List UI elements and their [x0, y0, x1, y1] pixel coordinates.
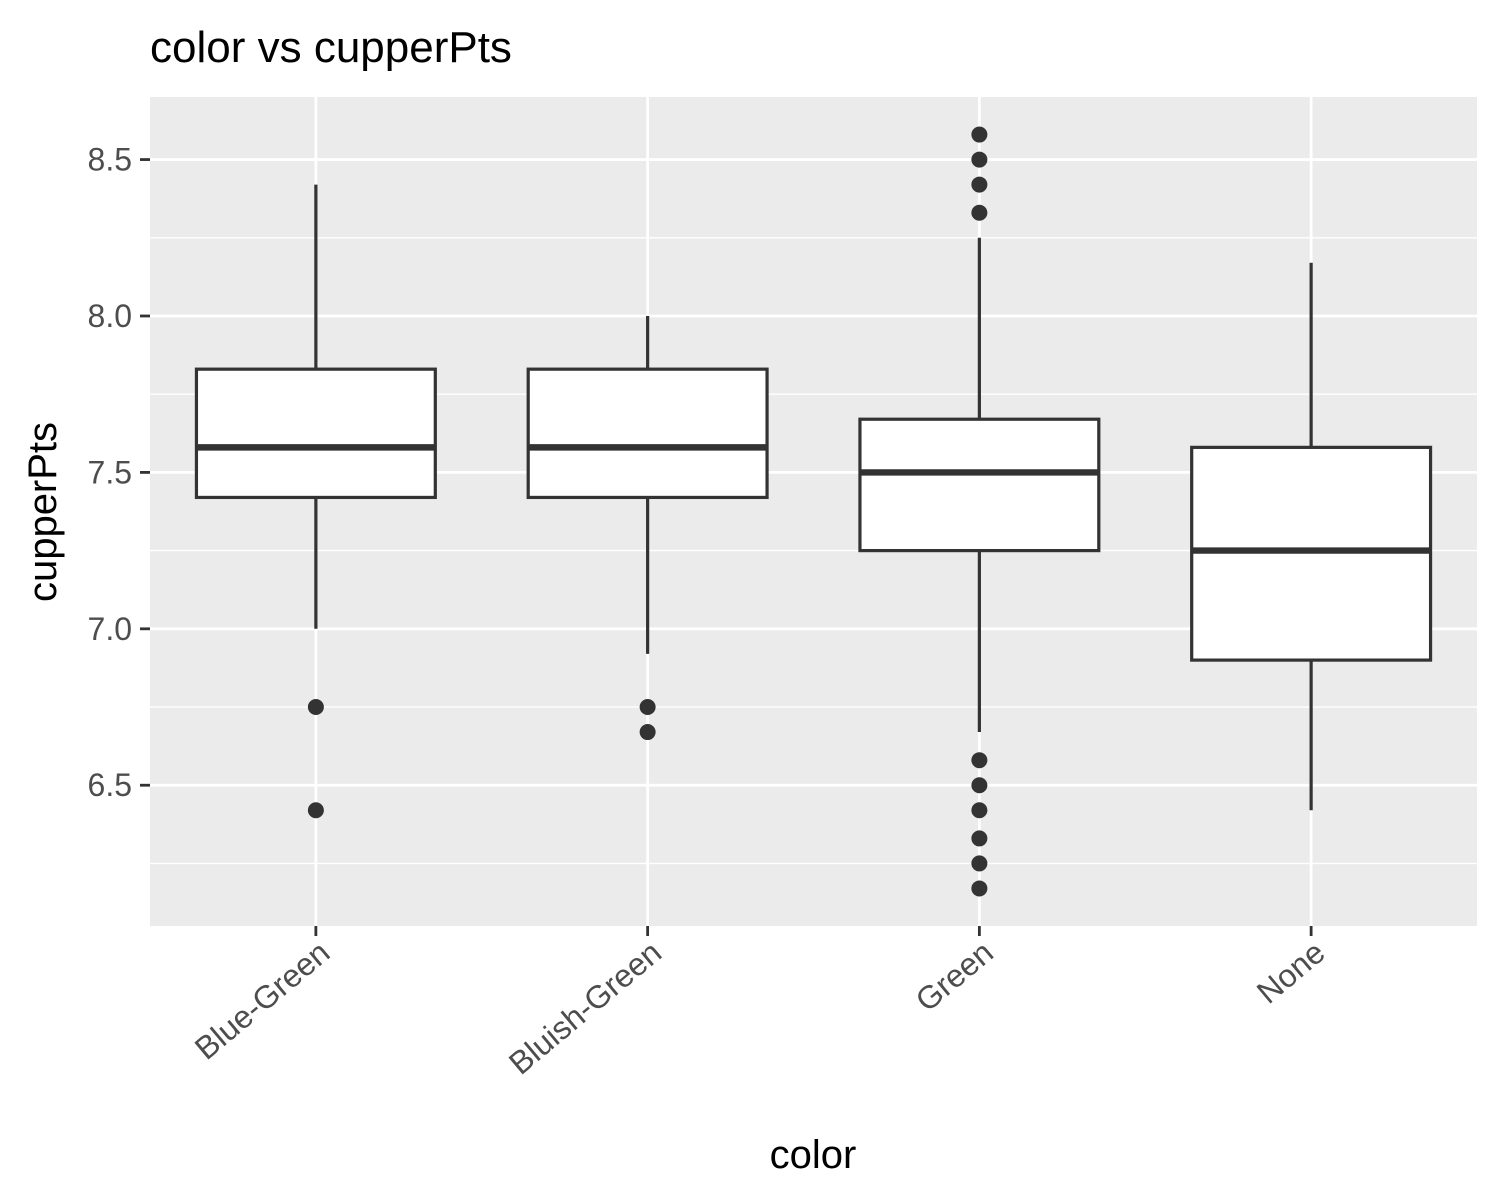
outlier-point — [971, 802, 988, 819]
outlier-point — [971, 752, 988, 769]
x-tick-label: Blue-Green — [188, 934, 336, 1067]
outlier-point — [971, 204, 988, 221]
iqr-box — [526, 367, 769, 500]
y-axis: 6.5 7.0 7.5 8.0 8.5 — [88, 142, 150, 803]
outlier-point — [971, 151, 988, 168]
y-axis-title: cupperPts — [21, 422, 65, 602]
x-tick-label: Bluish-Green — [502, 934, 668, 1082]
outlier-point — [971, 830, 988, 847]
outlier-point — [971, 176, 988, 193]
x-tick-label: None — [1250, 934, 1332, 1011]
outlier-point — [307, 699, 324, 716]
outlier-point — [971, 880, 988, 897]
y-tick-label: 7.5 — [88, 454, 132, 490]
outlier-point — [971, 855, 988, 872]
y-tick-label: 8.0 — [88, 298, 132, 334]
y-tick-label: 8.5 — [88, 142, 132, 178]
x-tick-label: Green — [909, 934, 1000, 1019]
box-green — [858, 126, 1101, 897]
box-none — [1190, 262, 1433, 811]
outlier-point — [971, 126, 988, 143]
chart-title: color vs cupperPts — [150, 23, 512, 72]
iqr-box — [858, 417, 1101, 553]
box-layer — [194, 126, 1433, 897]
x-axis-title: color — [770, 1133, 857, 1177]
box-blue-green — [194, 184, 437, 819]
x-axis: Blue-Green Bluish-Green Green None — [188, 926, 1332, 1081]
y-tick-label: 7.0 — [88, 611, 132, 647]
y-tick-label: 6.5 — [88, 767, 132, 803]
outlier-point — [639, 724, 656, 741]
iqr-box — [194, 367, 437, 500]
outlier-point — [639, 699, 656, 716]
outlier-point — [307, 802, 324, 819]
outlier-point — [971, 777, 988, 794]
box-bluish-green — [526, 315, 769, 741]
